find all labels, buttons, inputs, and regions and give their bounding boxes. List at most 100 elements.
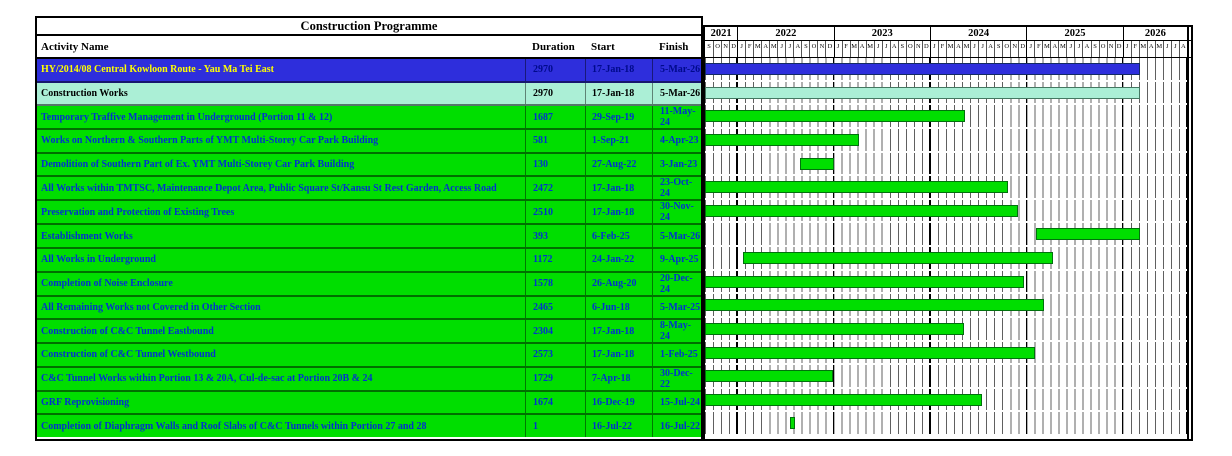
gantt-bar[interactable]: [705, 322, 965, 335]
month-cell: O: [809, 41, 817, 57]
activity-row[interactable]: HY/2014/08 Central Kowloon Route - Yau M…: [37, 59, 701, 83]
activity-row[interactable]: Completion of Noise Enclosure 1578 26-Aug-…: [37, 272, 701, 297]
column-header-duration: Duration: [532, 40, 575, 53]
month-cell: A: [1178, 41, 1187, 57]
year-gridline: [832, 365, 835, 387]
month-cell: F: [841, 41, 850, 57]
year-gridline: [1121, 412, 1124, 434]
duration-cell: 1172: [525, 248, 585, 271]
activity-name-cell: Construction of C&C Tunnel Eastbound: [41, 325, 214, 337]
activity-row[interactable]: GRF Reprovisioning 1674 16-Dec-19 15-Jul-24: [37, 391, 701, 416]
year-gridline: [1121, 365, 1124, 387]
month-cell: A: [793, 41, 801, 57]
year-gridline: [1121, 388, 1124, 411]
month-cell: M: [849, 41, 858, 57]
month-cell: O: [1098, 41, 1107, 57]
month-cell: A: [1082, 41, 1090, 57]
gantt-bar[interactable]: [705, 181, 1009, 194]
column-header-finish: Finish: [659, 40, 689, 53]
month-cell: J: [929, 41, 938, 57]
gantt-bar[interactable]: [705, 393, 982, 406]
year-gridline: [929, 128, 931, 151]
year-gridline: [1025, 365, 1028, 387]
duration-cell: 1729: [525, 367, 585, 390]
month-cell: F: [937, 41, 946, 57]
year-gridline: [1121, 341, 1124, 364]
gantt-row: [705, 270, 1191, 295]
activity-row[interactable]: Construction of C&C Tunnel Eastbound 2304…: [37, 320, 701, 345]
month-cell: J: [785, 41, 793, 57]
activity-row[interactable]: C&C Tunnel Works within Portion 13 & 20A…: [37, 367, 701, 392]
activity-row[interactable]: Demolition of Southern Part of Ex. YMT M…: [37, 153, 701, 178]
activity-name-cell: Completion of Diaphragm Walls and Roof S…: [41, 420, 427, 432]
month-cell: M: [769, 41, 777, 57]
gantt-bar[interactable]: [705, 63, 1141, 75]
month-cell: O: [1002, 41, 1010, 57]
finish-date-cell: 5-Mar-26: [652, 59, 701, 81]
month-cell: F: [1130, 41, 1139, 57]
gantt-body: [705, 58, 1191, 436]
gantt-bar[interactable]: [789, 417, 795, 430]
month-cell: S: [1090, 41, 1099, 57]
gantt-bar[interactable]: [705, 204, 1019, 217]
month-cell: D: [825, 41, 833, 57]
activity-row[interactable]: All Works in Underground 1172 24-Jan-22 9-A…: [37, 248, 701, 273]
gantt-row: [705, 223, 1191, 247]
gantt-bar[interactable]: [743, 252, 1053, 264]
month-cell: M: [1138, 41, 1147, 57]
start-date-cell: 17-Jan-18: [585, 59, 652, 81]
start-date-cell: 16-Dec-19: [585, 391, 652, 414]
year-gridline: [929, 152, 931, 175]
activity-row[interactable]: Works on Northern & Southern Parts of YM…: [37, 130, 701, 154]
gantt-bar[interactable]: [1036, 228, 1141, 241]
activity-name-cell: Construction Works: [41, 87, 128, 99]
year-gridline: [1121, 176, 1124, 198]
month-cell: A: [857, 41, 866, 57]
activity-row[interactable]: Completion of Diaphragm Walls and Roof S…: [37, 415, 701, 437]
start-date-cell: 17-Jan-18: [585, 177, 652, 200]
year-gridline: [1025, 270, 1028, 293]
month-cell: J: [1170, 41, 1179, 57]
gantt-bar[interactable]: [705, 346, 1035, 359]
activity-row[interactable]: Establishment Works 393 6-Feb-25 5-Mar-26: [37, 225, 701, 249]
month-cell: N: [1106, 41, 1115, 57]
year-gridline: [1025, 388, 1028, 411]
month-cell: N: [721, 41, 729, 57]
duration-cell: 1674: [525, 391, 585, 414]
year-gridline: [1025, 199, 1028, 222]
month-cell: J: [1122, 41, 1131, 57]
year-gridline: [1121, 270, 1124, 293]
activity-name-cell: Works on Northern & Southern Parts of YM…: [41, 135, 379, 147]
activity-row[interactable]: Construction Works 2970 17-Jan-18 5-Mar-26: [37, 82, 701, 107]
month-cell: N: [913, 41, 922, 57]
month-cell: D: [1018, 41, 1026, 57]
month-cell: J: [1074, 41, 1082, 57]
gantt-bar[interactable]: [705, 275, 1024, 288]
month-cell: N: [1010, 41, 1018, 57]
activity-row[interactable]: Construction of C&C Tunnel Westbound 2573…: [37, 344, 701, 368]
start-date-cell: 17-Jan-18: [585, 320, 652, 343]
start-date-cell: 17-Jan-18: [585, 344, 652, 366]
activity-name-cell: Preservation and Protection of Existing …: [41, 206, 235, 218]
activity-rows: HY/2014/08 Central Kowloon Route - Yau M…: [37, 59, 701, 437]
activity-row[interactable]: All Works within TMTSC, Maintenance Depo…: [37, 177, 701, 202]
finish-date-cell: 9-Apr-25: [652, 248, 701, 271]
gantt-bar[interactable]: [705, 299, 1044, 312]
gantt-bar[interactable]: [705, 133, 859, 146]
activity-row[interactable]: All Remaining Works not Covered in Other…: [37, 296, 701, 321]
month-cell: A: [953, 41, 962, 57]
gantt-bar[interactable]: [705, 370, 834, 383]
month-cell: M: [1058, 41, 1066, 57]
activity-name-cell: All Remaining Works not Covered in Other…: [41, 301, 261, 313]
year-gridline: [929, 365, 931, 387]
gantt-bar[interactable]: [705, 86, 1141, 99]
activity-row[interactable]: Temporary Traffive Management in Undergr…: [37, 106, 701, 131]
year-cell: 2023: [833, 27, 930, 40]
gantt-bar[interactable]: [800, 157, 835, 170]
month-cell: A: [986, 41, 994, 57]
year-gridline: [736, 247, 738, 269]
year-gridline: [1025, 105, 1028, 127]
gantt-bar[interactable]: [705, 110, 965, 123]
month-cell: J: [1026, 41, 1034, 57]
activity-row[interactable]: Preservation and Protection of Existing …: [37, 201, 701, 226]
